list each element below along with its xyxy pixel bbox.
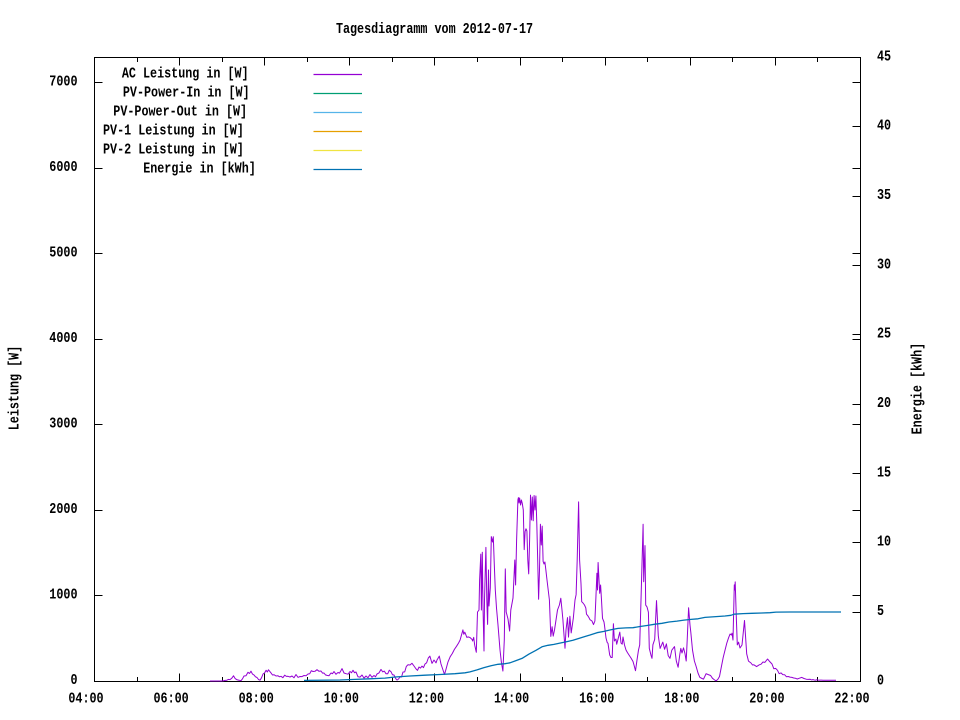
svg-text:2000: 2000 xyxy=(49,501,77,518)
svg-text:08:00: 08:00 xyxy=(239,691,274,708)
svg-text:AC Leistung in [W]: AC Leistung in [W] xyxy=(122,66,249,83)
svg-text:06:00: 06:00 xyxy=(154,691,189,708)
svg-text:20:00: 20:00 xyxy=(749,691,784,708)
svg-text:0: 0 xyxy=(71,672,78,689)
svg-text:5000: 5000 xyxy=(49,245,77,262)
svg-text:PV-2 Leistung in [W]: PV-2 Leistung in [W] xyxy=(103,142,244,159)
svg-text:12:00: 12:00 xyxy=(409,691,444,708)
svg-text:1000: 1000 xyxy=(49,587,77,604)
svg-text:PV-Power-Out in [W]: PV-Power-Out in [W] xyxy=(113,104,247,121)
svg-text:Energie in [kWh]: Energie in [kWh] xyxy=(143,161,256,178)
svg-text:15: 15 xyxy=(877,464,891,481)
svg-text:Energie [kWh]: Energie [kWh] xyxy=(909,343,926,435)
svg-text:18:00: 18:00 xyxy=(664,691,699,708)
svg-text:PV-Power-In in [W]: PV-Power-In in [W] xyxy=(123,85,250,102)
svg-text:22:00: 22:00 xyxy=(834,691,869,708)
svg-text:16:00: 16:00 xyxy=(579,691,614,708)
svg-text:PV-1 Leistung in [W]: PV-1 Leistung in [W] xyxy=(103,123,244,140)
svg-text:14:00: 14:00 xyxy=(494,691,529,708)
svg-text:30: 30 xyxy=(877,256,891,273)
svg-text:7000: 7000 xyxy=(49,74,77,91)
svg-text:Tagesdiagramm vom 2012-07-17: Tagesdiagramm vom 2012-07-17 xyxy=(336,21,533,38)
svg-text:45: 45 xyxy=(877,48,891,65)
svg-text:10: 10 xyxy=(877,534,891,551)
svg-text:04:00: 04:00 xyxy=(68,691,103,708)
svg-text:10:00: 10:00 xyxy=(324,691,359,708)
svg-text:4000: 4000 xyxy=(49,330,77,347)
svg-text:3000: 3000 xyxy=(49,416,77,433)
svg-text:25: 25 xyxy=(877,326,891,343)
svg-text:Leistung [W]: Leistung [W] xyxy=(6,346,23,431)
svg-text:20: 20 xyxy=(877,395,891,412)
svg-text:5: 5 xyxy=(877,603,884,620)
svg-text:35: 35 xyxy=(877,187,891,204)
svg-text:0: 0 xyxy=(877,672,884,689)
svg-text:6000: 6000 xyxy=(49,159,77,176)
svg-text:40: 40 xyxy=(877,118,891,135)
